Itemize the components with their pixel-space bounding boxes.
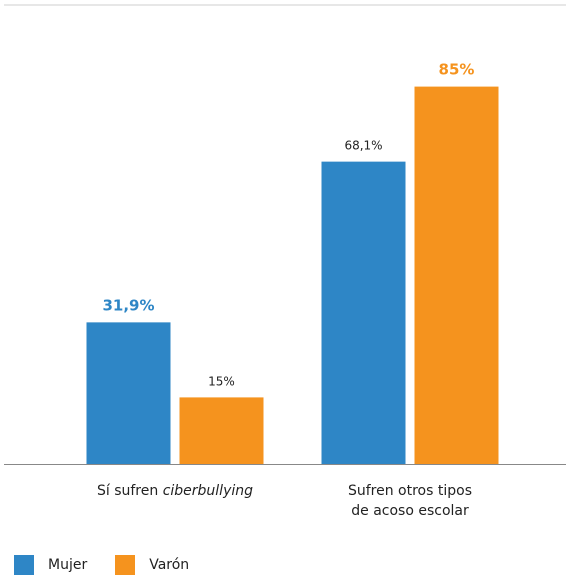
category-label-line-0: Sufren otros tipos — [348, 483, 472, 499]
legend-label-mujer: Mujer — [48, 557, 88, 573]
category-label-line-1: de acoso escolar — [351, 503, 469, 519]
bar-mujer-0 — [86, 322, 171, 464]
category-label-1: Sufren otros tipos de acoso escolar — [348, 483, 472, 519]
labels-layer: 31,9%68,1%15%85%Sí sufren ciberbullying S… — [97, 61, 474, 519]
legend-label-varon: Varón — [149, 557, 190, 573]
category-label-part-1: ciberbullying — [163, 483, 253, 499]
category-label-part-0: Sí sufren — [97, 483, 163, 499]
legend-swatch-varon — [115, 555, 136, 575]
bar-mujer-1 — [321, 161, 406, 465]
data-label-mujer-0: 31,9% — [102, 296, 154, 314]
bar-chart: 31,9%68,1%15%85%Sí sufren ciberbullying S… — [4, 4, 566, 519]
legend-item-mujer: Mujer — [14, 555, 87, 575]
legend-item-varon: Varón — [115, 555, 189, 575]
legend: Mujer Varón — [14, 555, 217, 575]
data-label-mujer-1: 68,1% — [344, 139, 382, 153]
bars-layer — [86, 86, 499, 465]
data-label-varn-1: 85% — [439, 61, 475, 79]
legend-swatch-mujer — [14, 555, 34, 575]
data-label-varn-0: 15% — [208, 374, 235, 388]
bar-varn-0 — [179, 397, 264, 464]
category-label-0: Sí sufren ciberbullying — [97, 483, 253, 499]
bar-varn-1 — [414, 86, 499, 464]
category-label-text-0: Sí sufren ciberbullying — [97, 483, 253, 499]
